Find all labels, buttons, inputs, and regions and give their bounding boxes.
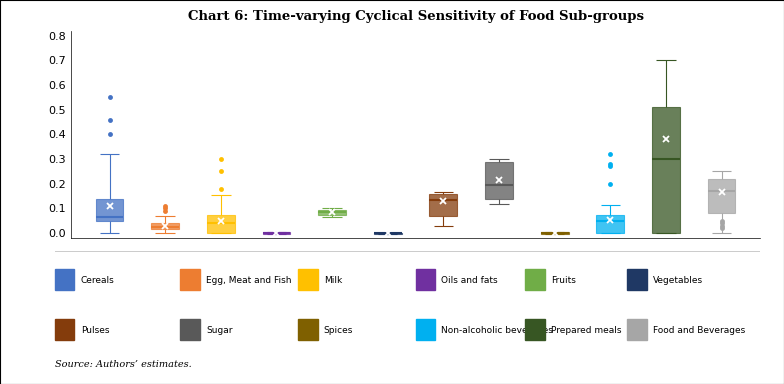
Text: Source: Authors’ estimates.: Source: Authors’ estimates.: [55, 360, 191, 369]
Text: Milk: Milk: [324, 276, 342, 285]
Text: Non-alcoholic beverages: Non-alcoholic beverages: [441, 326, 554, 335]
Bar: [96, 199, 123, 221]
Bar: [652, 107, 680, 233]
Bar: [597, 215, 624, 233]
Bar: [541, 232, 568, 233]
Bar: [708, 179, 735, 214]
Bar: [430, 194, 457, 216]
Bar: [318, 210, 346, 215]
Text: Spices: Spices: [324, 326, 353, 335]
Bar: [207, 215, 234, 233]
Text: Food and Beverages: Food and Beverages: [653, 326, 746, 335]
Text: Vegetables: Vegetables: [653, 276, 703, 285]
Bar: [485, 162, 513, 199]
Text: Pulses: Pulses: [81, 326, 109, 335]
Text: Cereals: Cereals: [81, 276, 114, 285]
Text: Sugar: Sugar: [206, 326, 233, 335]
Text: Oils and fats: Oils and fats: [441, 276, 498, 285]
Text: Egg, Meat and Fish: Egg, Meat and Fish: [206, 276, 292, 285]
Bar: [263, 232, 290, 234]
Bar: [151, 223, 179, 230]
Text: Fruits: Fruits: [551, 276, 576, 285]
Text: Prepared meals: Prepared meals: [551, 326, 622, 335]
Title: Chart 6: Time-varying Cyclical Sensitivity of Food Sub-groups: Chart 6: Time-varying Cyclical Sensitivi…: [187, 10, 644, 23]
